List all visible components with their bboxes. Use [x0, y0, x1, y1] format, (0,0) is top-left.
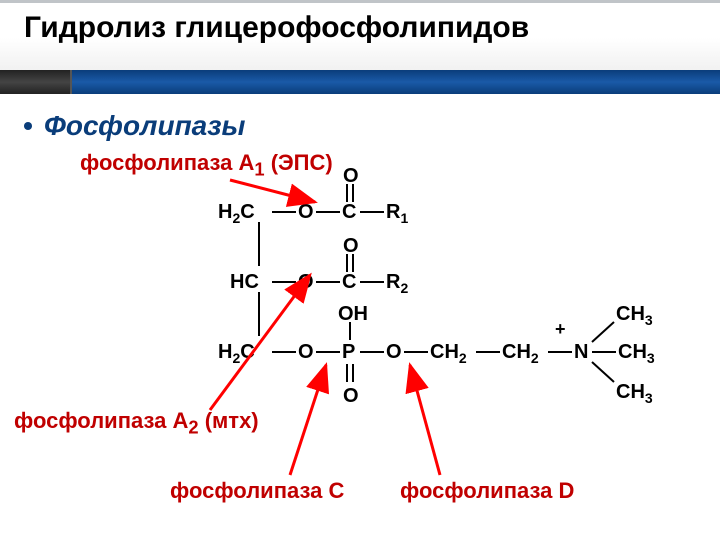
- arrow-d: [410, 365, 440, 475]
- svg-text:N: N: [574, 341, 588, 363]
- svg-text:C: C: [342, 201, 356, 223]
- bullet-dot: [24, 122, 32, 130]
- svg-text:CH3: CH3: [616, 303, 653, 328]
- svg-text:C: C: [342, 271, 356, 293]
- title-bar: Гидролиз глицерофосфолипидов: [0, 0, 720, 73]
- structure-diagram: H2C O C O R1 HC O C O R2 H2C O P OH O: [0, 140, 720, 540]
- svg-text:H2C: H2C: [218, 201, 255, 226]
- svg-text:H2C: H2C: [218, 341, 255, 366]
- slide-title: Гидролиз глицерофосфолипидов: [24, 11, 529, 45]
- svg-text:O: O: [298, 201, 314, 223]
- svg-text:CH2: CH2: [502, 341, 539, 366]
- svg-text:HC: HC: [230, 271, 259, 293]
- svg-text:CH3: CH3: [618, 341, 655, 366]
- bullet-text: Фосфолипазы: [44, 110, 245, 142]
- svg-text:P: P: [342, 341, 355, 363]
- svg-text:O: O: [343, 165, 359, 187]
- accent-tab: [0, 70, 72, 94]
- svg-text:O: O: [343, 235, 359, 257]
- svg-text:OH: OH: [338, 303, 368, 325]
- svg-text:CH3: CH3: [616, 381, 653, 406]
- svg-text:O: O: [386, 341, 402, 363]
- svg-text:+: +: [555, 319, 566, 339]
- svg-text:R1: R1: [386, 201, 408, 226]
- svg-text:O: O: [298, 341, 314, 363]
- svg-text:CH2: CH2: [430, 341, 467, 366]
- svg-text:O: O: [343, 385, 359, 407]
- arrow-c: [290, 365, 326, 475]
- slide-container: Гидролиз глицерофосфолипидов Фосфолипазы…: [0, 0, 720, 540]
- arrow-a1: [230, 180, 315, 202]
- svg-text:R2: R2: [386, 271, 408, 296]
- accent-bar: [0, 70, 720, 94]
